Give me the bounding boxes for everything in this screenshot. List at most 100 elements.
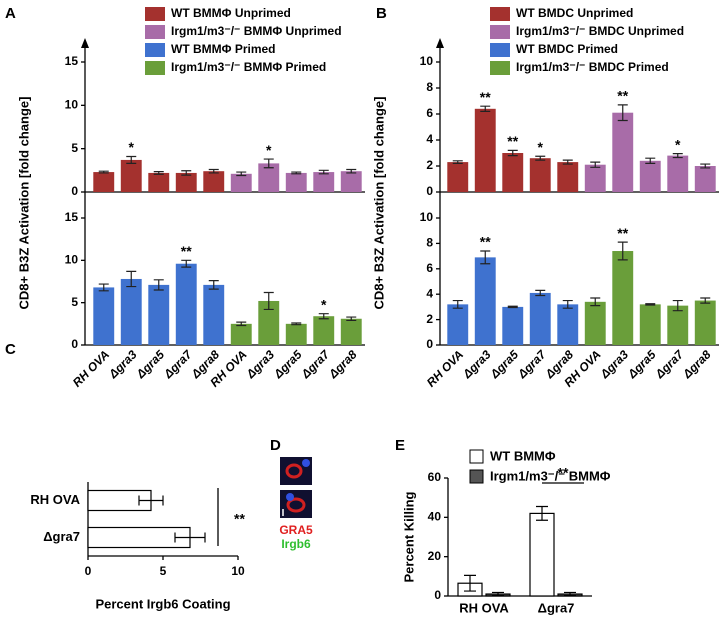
x-tick-label: RH OVA [459, 600, 509, 615]
y-tick-label: 15 [65, 210, 79, 224]
bar [667, 155, 689, 192]
panel-letter: E [395, 437, 405, 454]
legend-swatch [145, 43, 165, 57]
bar [474, 257, 496, 345]
error-bar [535, 155, 546, 161]
legend-swatch [145, 7, 165, 21]
micrograph [280, 490, 312, 518]
error-bar [318, 169, 329, 175]
error-bar [346, 168, 357, 174]
bar [258, 300, 280, 345]
error-bar [346, 316, 357, 322]
significance: ** [507, 133, 518, 149]
legend-label: Irgm1/m3⁻/⁻ BMMΦ [490, 468, 611, 483]
error-bar [318, 313, 329, 320]
legend-label: WT BMMΦ [490, 448, 556, 463]
significance: * [321, 296, 327, 312]
bar [120, 278, 142, 345]
bar [313, 316, 335, 345]
error-bar [98, 170, 109, 174]
x-tick-label: Δgra5 [133, 347, 167, 381]
bar [557, 162, 579, 192]
bar [120, 159, 142, 192]
bar [612, 251, 634, 345]
bar [285, 172, 307, 192]
error-bar [617, 241, 628, 261]
x-tick-label: Δgra3 [105, 347, 139, 381]
x-tick-label: Δgra5 [624, 347, 658, 381]
legend-swatch [469, 449, 484, 464]
x-tick-label: Δgra7 [514, 347, 549, 382]
significance: ** [181, 243, 192, 259]
axis-arrow [81, 38, 89, 48]
bar [230, 173, 252, 192]
bar [285, 323, 307, 345]
x-tick-label: 10 [231, 564, 245, 578]
legend-label: Irgm1/m3⁻/⁻ BMDC Primed [516, 60, 669, 74]
x-tick-label: Δgra7 [652, 347, 687, 382]
panel-letter: D [270, 437, 281, 454]
x-tick-label: RH OVA [424, 347, 466, 389]
bar [474, 108, 496, 192]
x-tick-label: Δgra7 [298, 347, 333, 382]
significance: ** [480, 234, 491, 250]
y-tick-label: 15 [65, 54, 79, 68]
bar [447, 304, 469, 345]
x-tick-label: Δgra5 [487, 347, 521, 381]
bar [529, 292, 551, 345]
legend-label: WT BMDC Primed [516, 42, 618, 56]
y-axis-label: CD8+ B3Z Activation [fold change] [371, 97, 386, 310]
error-bar [98, 283, 109, 292]
error-bar [464, 574, 476, 592]
y-tick-label: 20 [428, 549, 442, 563]
y-tick-label: 10 [420, 210, 434, 224]
x-tick-label: Δgra7 [160, 347, 195, 382]
x-axis-label: Percent Irgb6 Coating [95, 596, 230, 611]
y-tick-label: 5 [71, 295, 78, 309]
error-bar [672, 153, 683, 159]
legend-swatch [145, 25, 165, 39]
error-bar [291, 322, 302, 326]
y-tick-label: 60 [428, 470, 442, 484]
error-bar [153, 279, 164, 291]
axis-arrow [436, 38, 444, 48]
bar [447, 162, 469, 192]
error-bar [700, 163, 711, 169]
x-tick-label: Δgra7 [538, 600, 575, 615]
x-tick-label: RH OVA [70, 347, 112, 389]
legend-label: Irgm1/m3⁻/⁻ BMMΦ Primed [171, 60, 326, 74]
significance: ** [234, 511, 245, 527]
panel-letter: A [5, 5, 16, 22]
significance: * [129, 139, 135, 155]
y-tick-label: 8 [426, 80, 433, 94]
x-tick-label: Δgra8 [679, 347, 713, 381]
error-bar [536, 505, 548, 521]
error-bar [562, 299, 573, 309]
error-bar [263, 291, 274, 311]
bar [667, 305, 689, 345]
significance: ** [480, 89, 491, 105]
bar [694, 166, 716, 192]
bar [584, 301, 606, 345]
error-bar [126, 155, 137, 164]
legend-label: Irgm1/m3⁻/⁻ BMMΦ Unprimed [171, 24, 342, 38]
y-tick-label: 0 [71, 184, 78, 198]
legend-swatch [145, 61, 165, 75]
y-tick-label: 8 [426, 236, 433, 250]
legend-swatch [469, 469, 484, 484]
bar [639, 160, 661, 192]
bar [694, 300, 716, 345]
error-bar [236, 321, 247, 327]
legend-swatch [490, 61, 510, 75]
bar [93, 287, 115, 345]
legend-label: WT BMDC Unprimed [516, 6, 633, 20]
nucleus [286, 493, 294, 501]
error-bar [507, 305, 518, 309]
error-bar [672, 299, 683, 312]
error-bar [208, 168, 219, 174]
panel-letter: B [376, 5, 387, 22]
error-bar [126, 270, 137, 288]
bar [175, 263, 197, 345]
bar [502, 153, 524, 192]
stain-label: GRA5 [279, 523, 313, 537]
